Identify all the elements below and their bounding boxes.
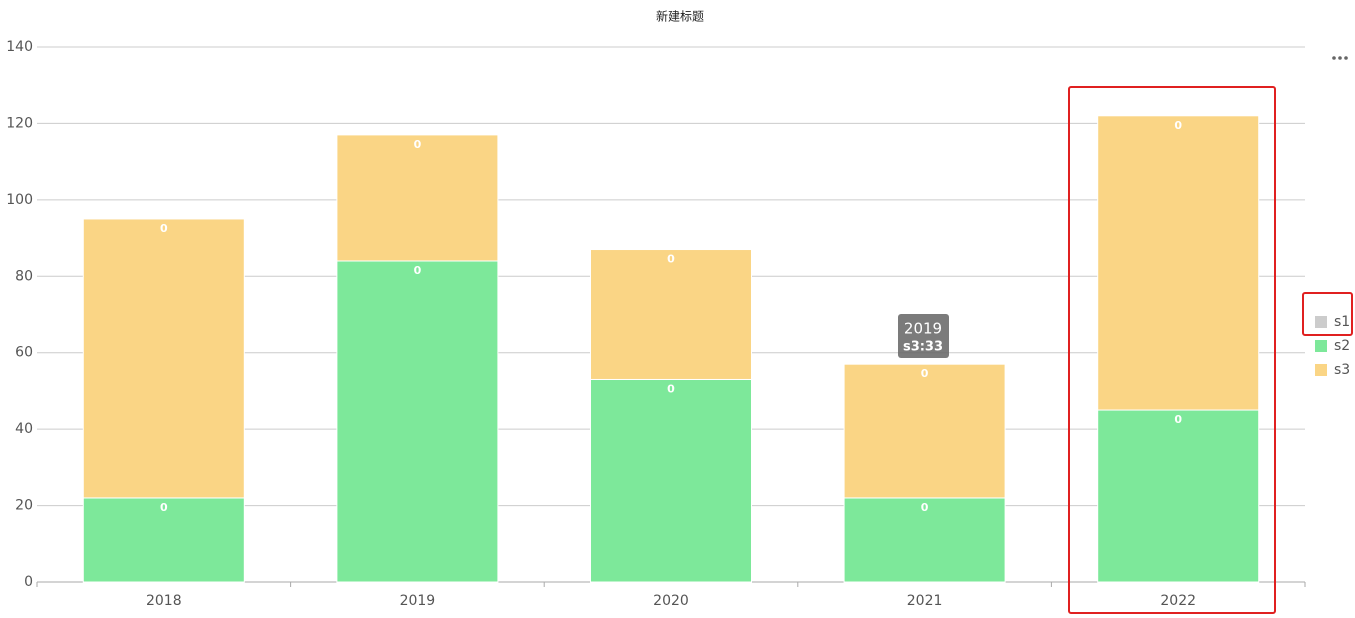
legend-swatch[interactable] bbox=[1315, 316, 1327, 328]
bar-segment bbox=[1097, 115, 1260, 411]
bar-segment bbox=[843, 497, 1006, 583]
segment-label: 0 bbox=[921, 501, 929, 514]
legend-label: s1 bbox=[1334, 314, 1350, 330]
x-tick-label: 2019 bbox=[400, 593, 436, 609]
segment-label: 0 bbox=[414, 264, 422, 277]
highlight-box bbox=[1068, 86, 1276, 614]
y-tick-label: 0 bbox=[24, 574, 33, 590]
bar-segment bbox=[82, 218, 245, 499]
legend-label: s3 bbox=[1334, 362, 1350, 378]
y-tick-label: 140 bbox=[6, 39, 33, 55]
segment-label: 0 bbox=[1174, 413, 1182, 426]
segment-label: 0 bbox=[414, 138, 422, 151]
x-tick-label: 2022 bbox=[1160, 593, 1196, 609]
bar-segment bbox=[590, 378, 752, 583]
segment-label: 0 bbox=[667, 382, 675, 395]
bar-segment bbox=[590, 249, 752, 380]
segment-label: 0 bbox=[667, 253, 675, 266]
y-tick-label: 60 bbox=[15, 345, 33, 361]
x-tick-label: 2018 bbox=[146, 593, 182, 609]
tooltip-box bbox=[898, 314, 949, 358]
bar-segment bbox=[843, 363, 1006, 499]
tooltip-text: s3:33 bbox=[903, 340, 943, 355]
segment-label: 0 bbox=[921, 367, 929, 380]
bar-segment bbox=[82, 497, 245, 583]
x-tick-label: 2021 bbox=[907, 593, 943, 609]
segment-label: 0 bbox=[160, 222, 168, 235]
bar-segment bbox=[336, 260, 499, 583]
legend-swatch[interactable] bbox=[1315, 340, 1327, 352]
y-tick-label: 20 bbox=[15, 498, 33, 514]
bar-segment bbox=[336, 134, 499, 262]
tooltip-title: 2019 bbox=[904, 320, 942, 338]
y-tick-label: 100 bbox=[6, 192, 33, 208]
y-tick-label: 120 bbox=[6, 115, 33, 131]
x-tick-label: 2020 bbox=[653, 593, 689, 609]
chart-title: 新建标题 bbox=[656, 9, 704, 24]
legend-swatch[interactable] bbox=[1315, 364, 1327, 376]
y-tick-label: 40 bbox=[15, 421, 33, 437]
bar-segment bbox=[1097, 409, 1260, 583]
more-menu[interactable] bbox=[1332, 56, 1348, 60]
segment-label: 0 bbox=[160, 501, 168, 514]
segment-label: 0 bbox=[1174, 119, 1182, 132]
highlight-box bbox=[1302, 292, 1353, 336]
legend-label: s2 bbox=[1334, 338, 1350, 354]
tooltip: 2019 s3:33 bbox=[898, 314, 949, 358]
y-tick-label: 80 bbox=[15, 268, 33, 284]
